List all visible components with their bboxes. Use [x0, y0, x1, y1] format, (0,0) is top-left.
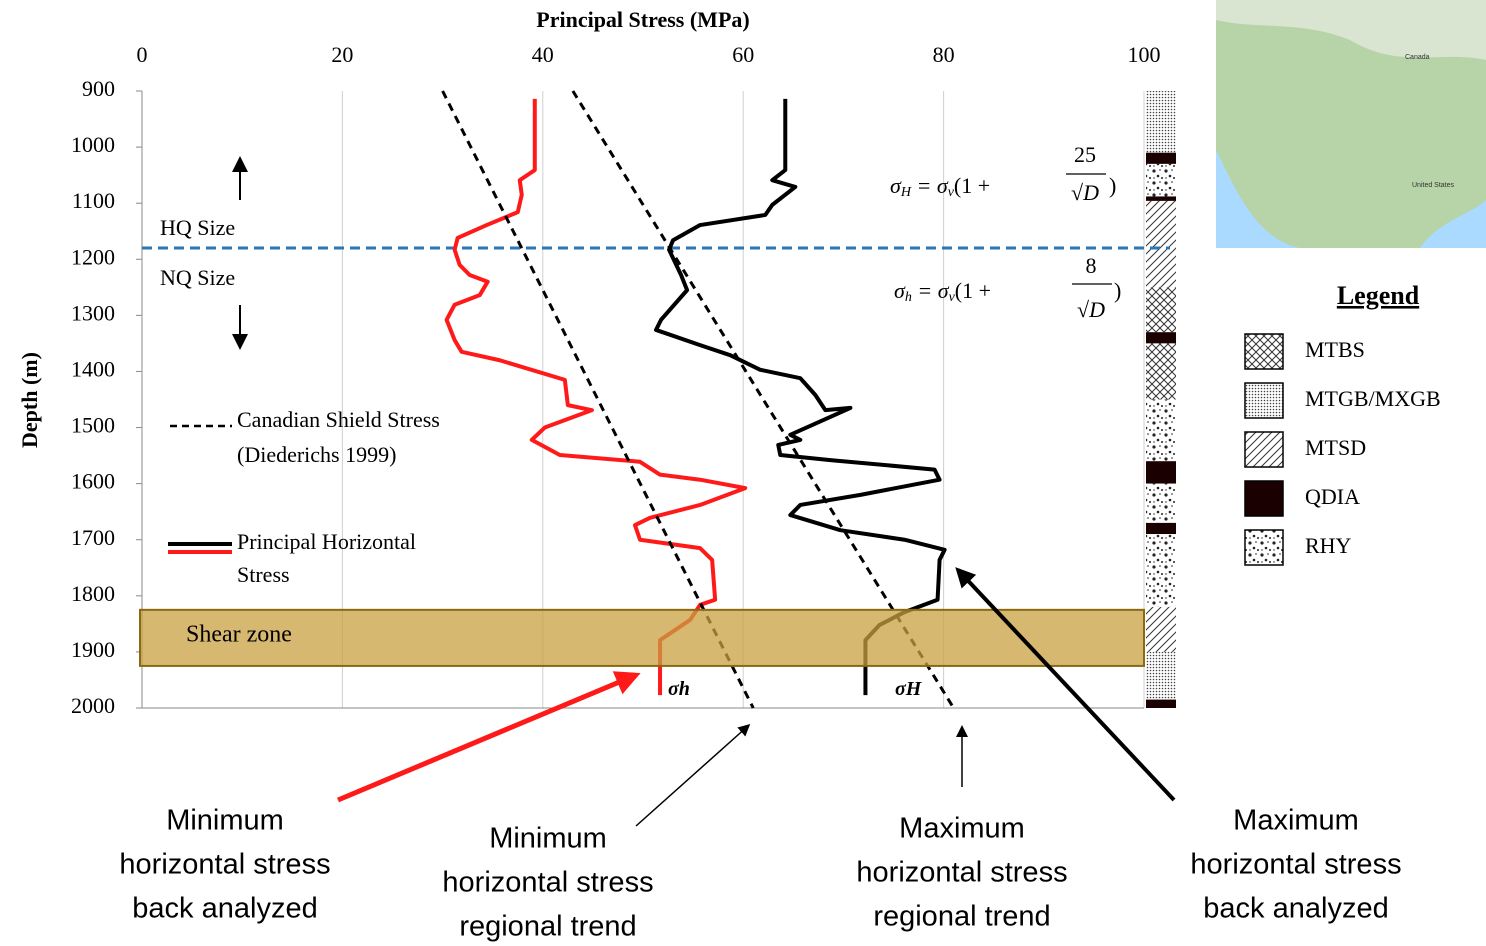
lithology-layer — [1146, 196, 1176, 201]
map-region — [1216, 0, 1486, 60]
x-tick-label: 0 — [137, 42, 148, 67]
equation-text: σH = σv(1 + — [890, 173, 990, 200]
y-axis-label: Depth (m) — [17, 352, 42, 448]
y-tick-label: 1700 — [71, 525, 115, 550]
lithology-layer — [1146, 607, 1176, 652]
x-tick-label: 60 — [732, 42, 754, 67]
callout-text: regional trend — [873, 901, 1050, 933]
x-tick-label: 80 — [933, 42, 955, 67]
equation-text: σh = σv(1 + — [894, 278, 991, 305]
legend-label: MTBS — [1305, 337, 1365, 362]
equation-text: ) — [1109, 173, 1116, 198]
boundary-label: NQ Size — [160, 265, 235, 290]
shear-zone-label: Shear zone — [186, 621, 292, 647]
shear-zone — [139, 608, 1145, 667]
annotation: Stress — [237, 562, 290, 587]
lithology-layer — [1146, 287, 1176, 333]
x-tick-label: 20 — [331, 42, 353, 67]
trend-line — [441, 90, 755, 709]
callout-text: Minimum — [166, 805, 284, 837]
equation-numerator: 8 — [1086, 253, 1097, 278]
legend-label: MTSD — [1305, 435, 1366, 460]
lithology-layer — [1146, 399, 1176, 462]
series-label: σH — [895, 678, 923, 700]
callout-text: horizontal stress — [1190, 849, 1401, 881]
callout-text: Maximum — [899, 813, 1025, 845]
y-tick-label: 1500 — [71, 413, 115, 438]
map-thumbnail: Canada United States — [1216, 0, 1486, 248]
callout-arrow — [337, 671, 641, 803]
equation-numerator: 25 — [1074, 142, 1096, 167]
y-tick-label: 1100 — [72, 188, 115, 213]
series-label: σh — [668, 678, 690, 700]
annotation: (Diederichs 1999) — [237, 442, 396, 467]
lithology-layer — [1146, 200, 1176, 288]
legend: MTBS MTGB/MXGB MTSD QDIA RHY — [1244, 333, 1441, 566]
x-tick-label: 40 — [532, 42, 554, 67]
legend-title: Legend — [1337, 281, 1420, 310]
lithology-layer — [1146, 163, 1176, 197]
plot-area: 0 20 40 60 80 100 900 1000 1100 1200 1300 1400 1500 1… — [71, 42, 1176, 718]
lithology-layer — [1146, 461, 1176, 484]
callout-arrow — [955, 567, 1176, 802]
legend-swatch — [1244, 333, 1284, 370]
y-tick-label: 1200 — [71, 244, 115, 269]
legend-swatch — [1244, 431, 1284, 468]
annotation: Canadian Shield Stress — [237, 407, 440, 432]
legend-label: MTGB/MXGB — [1305, 386, 1441, 411]
y-tick-label: 2000 — [71, 693, 115, 718]
y-tick-label: 1600 — [71, 469, 115, 494]
lithology-layer — [1146, 651, 1176, 700]
y-tick-label: 1900 — [71, 637, 115, 662]
stress-line — [444, 98, 748, 696]
boundary-label: HQ Size — [160, 215, 235, 240]
legend-label: RHY — [1305, 533, 1352, 558]
map-ocean — [1216, 150, 1300, 248]
legend-label: QDIA — [1305, 484, 1360, 509]
lithology-layer — [1146, 522, 1176, 535]
map-label: Canada — [1405, 54, 1430, 61]
callout-arrow — [635, 724, 751, 827]
map-ocean — [1420, 200, 1486, 248]
annotation: Principal Horizontal — [237, 529, 416, 554]
y-tick-label: 1400 — [71, 357, 115, 382]
callout-text: horizontal stress — [442, 867, 653, 899]
lithology-layer — [1146, 343, 1176, 400]
legend-swatch — [1244, 480, 1284, 517]
callouts: Minimum horizontal stress back analyzed Min… — [119, 805, 1401, 943]
callout-text: Minimum — [489, 823, 607, 855]
callout-text: horizontal stress — [856, 857, 1067, 889]
y-tick-label: 1000 — [71, 132, 115, 157]
legend-swatch — [1244, 529, 1284, 566]
lithology-layer — [1146, 91, 1176, 153]
callout-text: back analyzed — [1203, 893, 1388, 925]
chart-title: Principal Stress (MPa) — [536, 7, 749, 32]
callout-text: back analyzed — [132, 893, 317, 925]
equation-text: ) — [1114, 278, 1121, 303]
map-label: United States — [1412, 182, 1455, 189]
lithology-layer — [1146, 152, 1176, 164]
x-tick-label: 100 — [1128, 42, 1161, 67]
callout-text: horizontal stress — [119, 849, 330, 881]
lithology-layer — [1146, 699, 1176, 708]
equation: σH = σv(1 + 25 √D ) σh = σv(1 + 8 √D ) — [890, 142, 1121, 322]
lithology-layer — [1146, 534, 1176, 608]
equation-denominator: √D — [1077, 297, 1105, 322]
trend-line — [571, 90, 955, 709]
legend-swatch — [1244, 382, 1284, 419]
callout-text: Maximum — [1233, 805, 1359, 837]
y-tick-label: 1800 — [71, 581, 115, 606]
y-tick-label: 900 — [82, 76, 115, 101]
y-tick-label: 1300 — [71, 300, 115, 325]
equation-denominator: √D — [1071, 180, 1099, 205]
lithology-layer — [1146, 332, 1176, 344]
stress-line — [654, 98, 947, 696]
callout-text: regional trend — [459, 911, 636, 943]
lithology-layer — [1146, 483, 1176, 523]
